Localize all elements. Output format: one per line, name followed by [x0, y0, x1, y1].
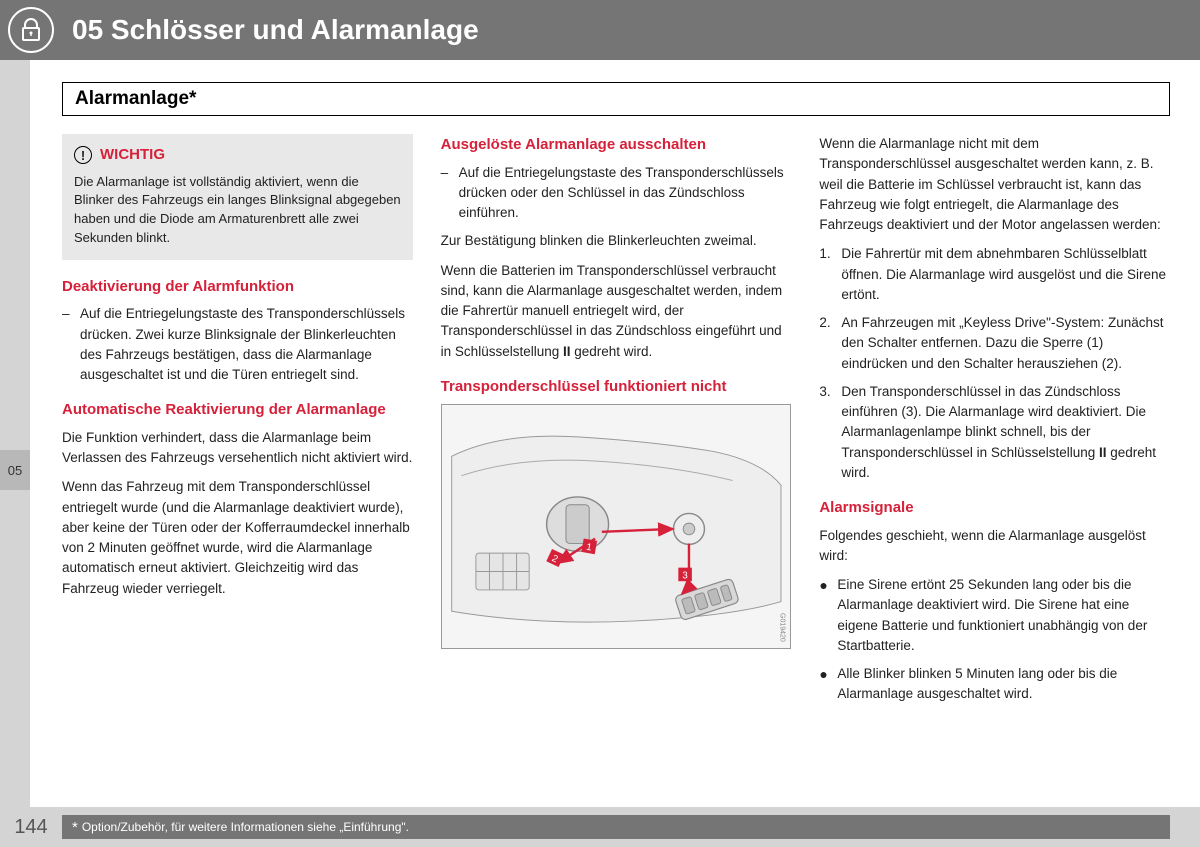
heading: Transponderschlüssel funktioniert nicht [441, 376, 792, 399]
heading: Deaktivierung der Alarmfunktion [62, 276, 413, 299]
columns: ! WICHTIG Die Alarmanlage ist vollständi… [62, 134, 1170, 713]
paragraph: Wenn das Fahrzeug mit dem Transpondersch… [62, 477, 413, 599]
bullet-item: ●Eine Sirene ertönt 25 Sekunden lang ode… [819, 575, 1170, 656]
section-title: Alarmanlage* [62, 82, 1170, 116]
numbered-item: 2.An Fahrzeugen mit „Keyless Drive"-Syst… [819, 313, 1170, 374]
list-item: – Auf die Entriegelungstaste des Transpo… [62, 304, 413, 385]
numbered-item: 1.Die Fahrertür mit dem abnehmbaren Schl… [819, 244, 1170, 305]
chapter-title: 05 Schlösser und Alarmanlage [72, 14, 479, 46]
illustration: 2 1 3 G019420 [441, 404, 792, 649]
notice-box: ! WICHTIG Die Alarmanlage ist vollständi… [62, 134, 413, 260]
paragraph: Zur Bestätigung blinken die Blinkerleuch… [441, 231, 792, 251]
content-area: Alarmanlage* ! WICHTIG Die Alarmanlage i… [62, 82, 1170, 789]
illustration-code: G019420 [776, 613, 787, 642]
lock-icon [8, 7, 54, 53]
footer-note: * Option/Zubehör, für weitere Informatio… [62, 815, 1170, 839]
paragraph: Wenn die Alarmanlage nicht mit dem Trans… [819, 134, 1170, 235]
heading: Automatische Reaktivierung der Alarmanla… [62, 399, 413, 422]
heading: Alarmsignale [819, 497, 1170, 520]
footer: 144 * Option/Zubehör, für weitere Inform… [0, 807, 1200, 847]
column-2: Ausgelöste Alarmanlage ausschalten – Auf… [441, 134, 792, 713]
info-icon: ! [74, 146, 92, 164]
page-header: 05 Schlösser und Alarmanlage [0, 0, 1200, 60]
column-1: ! WICHTIG Die Alarmanlage ist vollständi… [62, 134, 413, 713]
paragraph: Folgendes geschieht, wenn die Alarmanlag… [819, 526, 1170, 567]
paragraph: Wenn die Batterien im Transponderschlüss… [441, 261, 792, 362]
svg-text:3: 3 [682, 571, 687, 582]
notice-label: WICHTIG [100, 144, 165, 167]
chapter-tab: 05 [0, 450, 30, 490]
list-item: – Auf die Entriegelungstaste des Transpo… [441, 163, 792, 224]
notice-text: Die Alarmanlage ist vollständig aktivier… [74, 173, 401, 248]
numbered-item: 3. Den Transponderschlüssel in das Zünds… [819, 382, 1170, 483]
heading: Ausgelöste Alarmanlage ausschalten [441, 134, 792, 157]
page-number: 144 [0, 816, 62, 839]
bullet-item: ●Alle Blinker blinken 5 Minuten lang ode… [819, 664, 1170, 705]
column-3: Wenn die Alarmanlage nicht mit dem Trans… [819, 134, 1170, 713]
paragraph: Die Funktion verhindert, dass die Alarma… [62, 428, 413, 469]
